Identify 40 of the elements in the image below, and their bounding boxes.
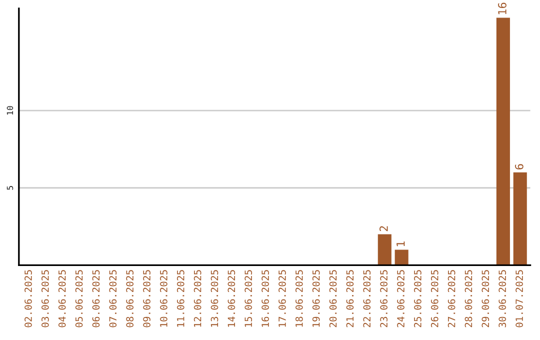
x-tick-label: 27.06.2025 xyxy=(448,270,456,328)
data-label: 1 xyxy=(396,241,405,246)
y-tick-label: 10 xyxy=(6,106,14,115)
data-label: 16 xyxy=(498,2,506,14)
x-tick-label: 16.06.2025 xyxy=(262,270,269,327)
x-tick-label: 19.06.2025 xyxy=(312,270,320,327)
x-tick-label: 12.06.2025 xyxy=(194,270,202,327)
bar xyxy=(378,234,392,266)
x-tick-label: 28.06.2025 xyxy=(464,270,472,328)
data-label: 6 xyxy=(514,164,524,170)
x-tick-label: 14.06.2025 xyxy=(228,270,236,327)
x-tick-label: 20.06.2025 xyxy=(329,270,337,328)
x-tick-label: 09.06.2025 xyxy=(143,270,150,328)
x-tick-label: 06.06.2025 xyxy=(92,270,100,328)
x-tick-label: 07.06.2025 xyxy=(109,270,117,328)
x-tick-label: 03.06.2025 xyxy=(41,270,49,328)
x-tick-label: 21.06.2025 xyxy=(346,270,354,328)
bar xyxy=(496,18,510,266)
x-tick-label: 05.06.2025 xyxy=(75,270,83,328)
x-tick-label: 29.06.2025 xyxy=(482,270,490,328)
x-tick-label: 01.07.2025 xyxy=(516,270,523,328)
x-tick-label: 26.06.2025 xyxy=(430,270,438,328)
bar xyxy=(513,172,527,266)
x-tick-label: 22.06.2025 xyxy=(363,270,371,328)
x-tick-label: 17.06.2025 xyxy=(278,270,286,327)
y-tick-label: 5 xyxy=(6,186,14,190)
x-tick-label: 23.06.2025 xyxy=(380,270,388,328)
bar xyxy=(394,250,408,266)
x-tick-label: 13.06.2025 xyxy=(210,270,218,327)
x-tick-label: 18.06.2025 xyxy=(295,270,303,327)
x-tick-label: 15.06.2025 xyxy=(244,270,252,327)
x-tick-label: 25.06.2025 xyxy=(414,270,422,328)
x-tick-label: 04.06.2025 xyxy=(58,270,66,328)
x-tick-label: 11.06.2025 xyxy=(176,270,184,327)
x-tick-label: 10.06.2025 xyxy=(160,270,168,327)
x-tick-label: 24.06.2025 xyxy=(397,270,404,328)
x-tick-label: 08.06.2025 xyxy=(126,270,134,328)
data-label: 2 xyxy=(380,226,388,232)
x-tick-label: 02.06.2025 xyxy=(24,270,32,328)
x-tick-label: 30.06.2025 xyxy=(498,270,506,328)
